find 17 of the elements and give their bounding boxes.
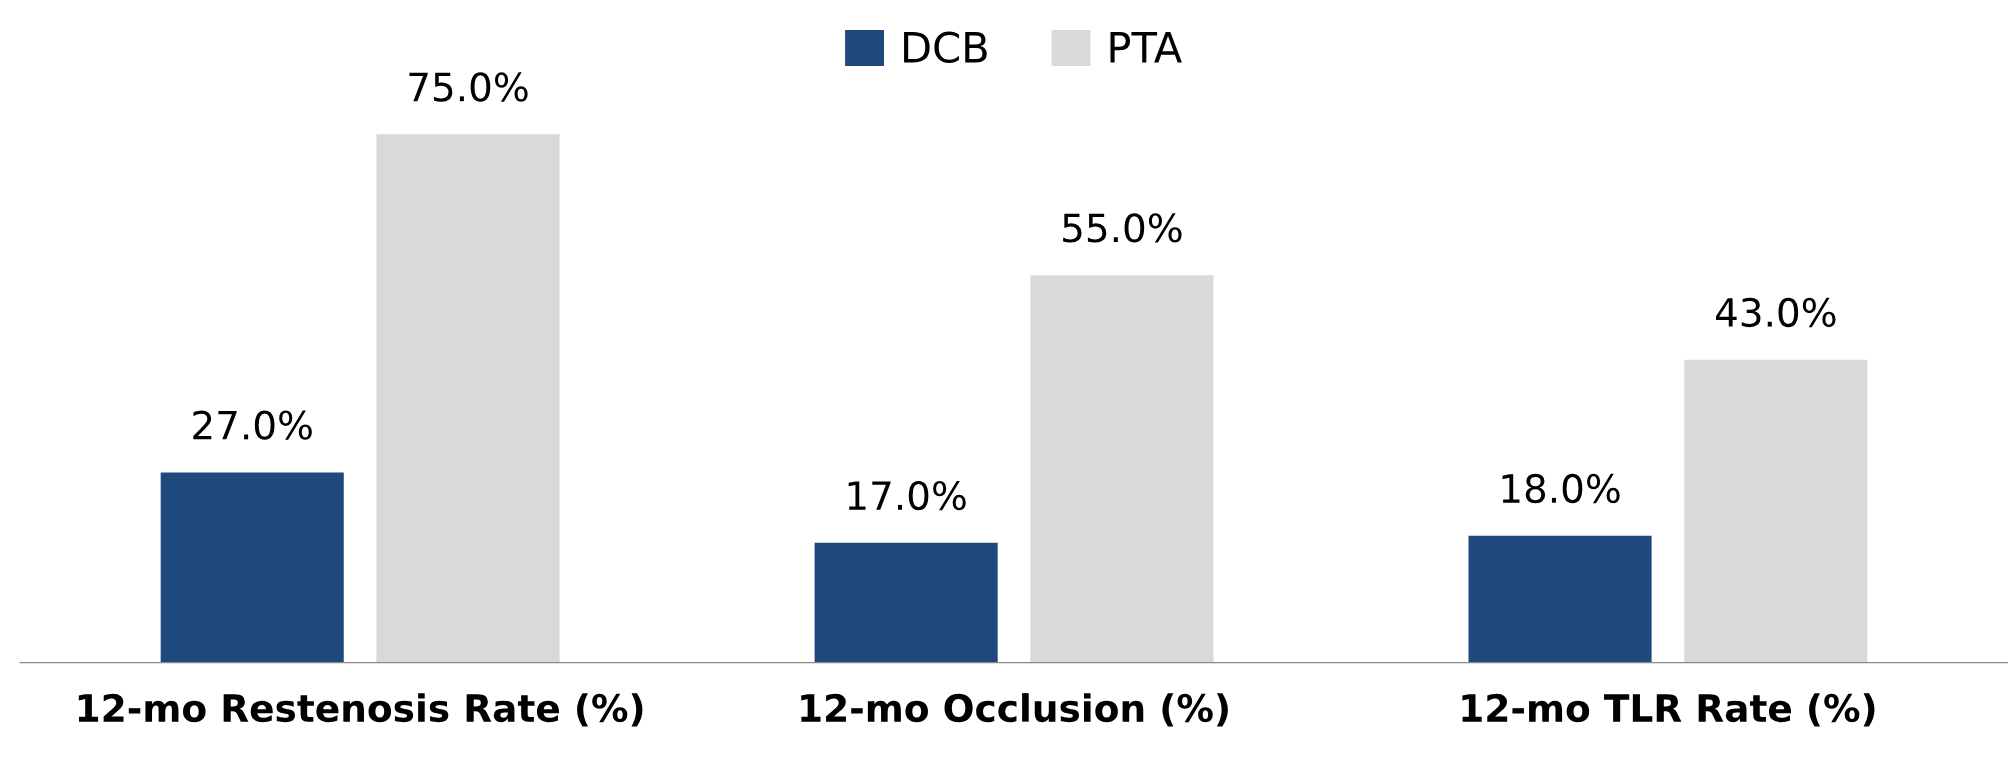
data-label: 75.0% (409, 72, 528, 102)
legend-label: PTA (1110, 32, 1182, 63)
data-label: 55.0% (1063, 213, 1182, 243)
bar (160, 472, 344, 663)
x-tick-label: 12-mo Restenosis Rate (%) (78, 693, 643, 727)
bar (376, 134, 560, 663)
bar (1684, 359, 1868, 663)
data-label: 17.0% (848, 480, 966, 511)
x-tick-label: 12-mo Occlusion (%) (801, 693, 1228, 727)
data-label: 43.0% (1715, 297, 1836, 328)
legend-label: DCB (904, 31, 987, 64)
bar (814, 542, 998, 663)
x-tick-label: 12-mo TLR Rate (%) (1462, 693, 1875, 727)
bar (1030, 275, 1214, 663)
data-label: 18.0% (1502, 473, 1620, 504)
bar (1468, 535, 1652, 663)
data-label: 27.0% (193, 410, 312, 440)
